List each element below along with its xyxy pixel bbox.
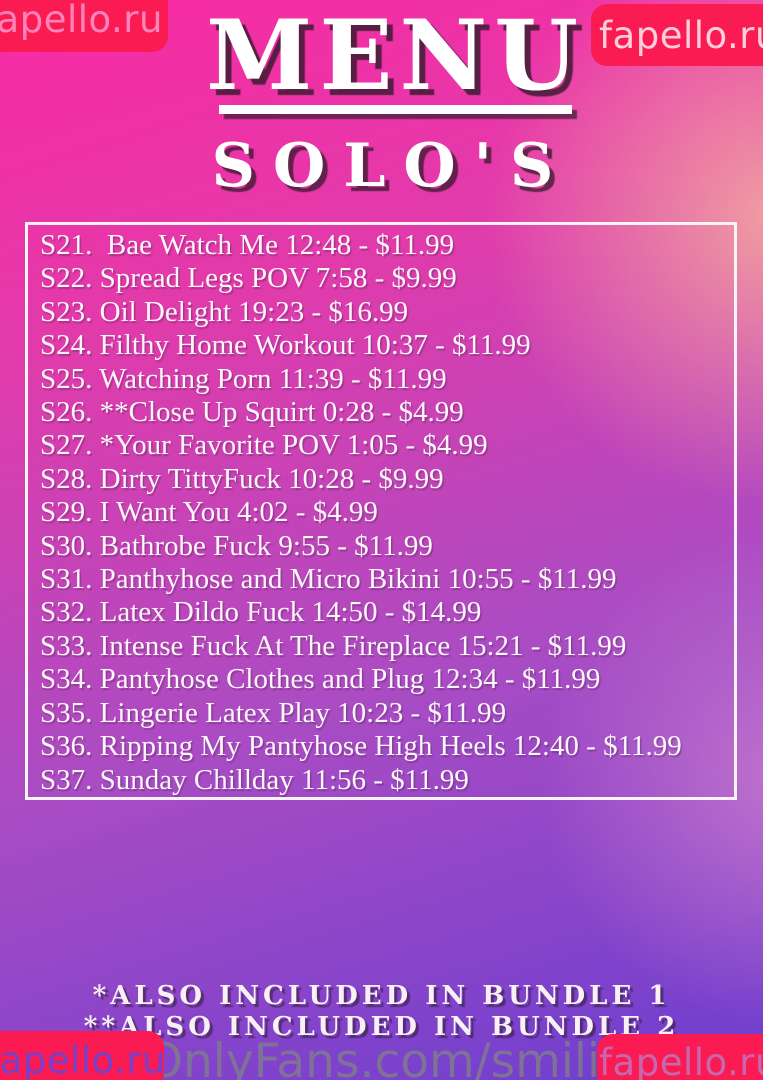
footnote-bundle-2: **ALSO INCLUDED IN BUNDLE 2 (83, 1012, 680, 1042)
menu-item: S34. Pantyhose Clothes and Plug 12:34 - … (40, 663, 601, 696)
menu-item: S37. Sunday Chillday 11:56 - $11.99 (40, 763, 469, 796)
menu-item: S30. Bathrobe Fuck 9:55 - $11.99 (40, 529, 433, 562)
menu-item: S26. **Close Up Squirt 0:28 - $4.99 (40, 396, 464, 429)
fapello-watermark-label: fapello.ru (599, 13, 763, 57)
menu-item: S35. Lingerie Latex Play 10:23 - $11.99 (40, 696, 507, 729)
footnotes: *ALSO INCLUDED IN BUNDLE 1 **ALSO INCLUD… (0, 981, 763, 1043)
menu-item: S21. Bae Watch Me 12:48 - $11.99 (40, 229, 455, 261)
menu-item: S22. Spread Legs POV 7:58 - $9.99 (40, 262, 457, 295)
title-underline (219, 105, 572, 114)
fapello-watermark-label: fapello.ru (0, 0, 163, 41)
menu-item: S31. Panthyhose and Micro Bikini 10:55 -… (40, 563, 617, 596)
fapello-watermark-label: fapello.ru (0, 1038, 166, 1080)
footnote-bundle-1: *ALSO INCLUDED IN BUNDLE 1 (92, 981, 671, 1011)
fapello-watermark-label: fapello.ru (599, 1041, 763, 1080)
menu-item: S24. Filthy Home Workout 10:37 - $11.99 (40, 329, 531, 362)
poster-header: MENU SOLO'S (0, 0, 763, 201)
menu-item: S25. Watching Porn 11:39 - $11.99 (40, 362, 447, 395)
onlyfans-url-watermark: OnlyFans.com/smilingc (146, 1034, 686, 1080)
menu-item: S27. *Your Favorite POV 1:05 - $4.99 (40, 429, 488, 462)
menu-item: S36. Ripping My Pantyhose High Heels 12:… (40, 730, 682, 763)
page-title: MENU (206, 0, 585, 112)
fapello-watermark-badge-bottom-left: fapello.ru (0, 1031, 166, 1080)
menu-list: S21. Bae Watch Me 12:48 - $11.99 S22. Sp… (25, 222, 737, 800)
menu-item: S23. Oil Delight 19:23 - $16.99 (40, 295, 409, 328)
menu-item: S33. Intense Fuck At The Fireplace 15:21… (40, 629, 627, 662)
menu-item: S28. Dirty TittyFuck 10:28 - $9.99 (40, 462, 444, 495)
page-subtitle: SOLO'S (211, 131, 572, 201)
fapello-watermark-badge-top-left: fapello.ru (0, 0, 168, 52)
fapello-watermark-badge-bottom-right: fapello.ru (597, 1034, 763, 1080)
menu-item: S29. I Want You 4:02 - $4.99 (40, 496, 378, 529)
fapello-watermark-badge-top-right: fapello.ru (591, 4, 763, 66)
menu-item: S32. Latex Dildo Fuck 14:50 - $14.99 (40, 596, 482, 629)
